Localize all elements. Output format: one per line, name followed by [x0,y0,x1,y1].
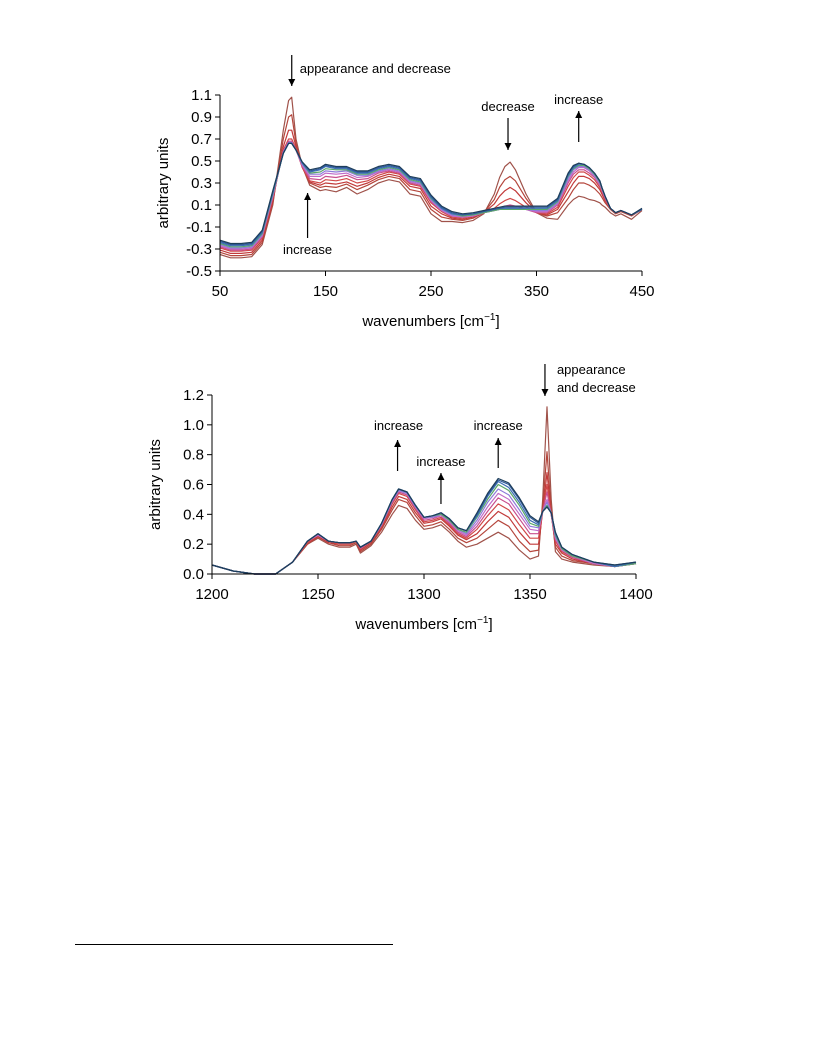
y-tick-label: 0.9 [191,109,212,126]
y-tick-label: -0.3 [186,241,212,258]
spectrum-chart-low-wavenumber: -0.5 -0.3 -0.1 0.1 0.3 0.5 0.7 0.9 1.1 50 150 250 35… [155,55,655,330]
series-line-1 [211,406,637,575]
annotation-arrow-head [504,143,512,150]
x-tick-label: 1250 [301,586,334,603]
series-line-11 [219,142,643,245]
y-tick-label: 0.4 [183,506,204,523]
x-axis-label-close: ] [488,616,492,633]
annotation-arrow-head [575,111,583,118]
y-tick-label: 0.7 [191,131,212,148]
y-tick-label: 0.3 [191,175,212,192]
annotation-label: increase [554,92,603,107]
series-line-3 [211,471,637,575]
y-tick-label: 0.8 [183,447,204,464]
annotation-arrow-head [288,79,296,86]
series-line-1 [219,96,643,259]
x-tick-label: 1200 [195,586,228,603]
y-tick-label: -0.1 [186,219,212,236]
annotation-arrow-head [541,389,549,396]
series-line-2 [219,114,643,257]
x-tick-label: 150 [313,283,338,300]
annotation-label: increase [474,418,523,433]
annotation-arrow-head [437,473,445,480]
y-tick-label: 0.0 [183,566,204,583]
annotation-label: increase [416,454,465,469]
series-line-4 [219,138,643,252]
annotation-label: increase [283,242,332,257]
annotation-arrow-head [394,440,402,447]
annotation-label: increase [374,418,423,433]
footnote-rule [75,944,393,945]
y-axis-label: arbitrary units [155,138,172,229]
y-axis-label: arbitrary units [147,439,164,530]
series-line-3 [219,129,643,254]
x-tick-label: 50 [212,283,229,300]
annotation-label: and decrease [557,380,636,395]
x-axis-label: wavenumbers [cm−1] [354,615,492,633]
x-axis-label-main: wavenumbers [cm [361,313,484,330]
x-axis-label-superscript: −1 [484,312,496,323]
annotation-label: appearance and decrease [300,61,451,76]
y-tick-label: 0.5 [191,153,212,170]
x-axis-label-superscript: −1 [477,615,489,626]
annotation-label: appearance [557,362,626,377]
y-tick-label: 0.1 [191,197,212,214]
x-tick-label: 1400 [619,586,652,603]
annotation-label: decrease [481,99,534,114]
y-tick-label: 1.0 [183,417,204,434]
series-line-7 [211,488,637,575]
x-axis-label: wavenumbers [cm−1] [361,312,499,330]
y-tick-label: 0.6 [183,477,204,494]
y-tick-label: 1.1 [191,87,212,104]
series-line-10 [211,479,637,575]
x-tick-label: 1350 [513,586,546,603]
x-tick-label: 250 [418,283,443,300]
x-tick-label: 1300 [407,586,440,603]
y-tick-label: -0.5 [186,263,212,280]
y-tick-label: 0.2 [183,536,204,553]
annotation-arrow-head [494,438,502,445]
series-line-6 [211,489,637,575]
x-tick-label: 350 [524,283,549,300]
x-axis-label-close: ] [495,313,499,330]
y-tick-label: 1.2 [183,387,204,404]
series-line-11 [211,477,637,575]
annotation-arrow-head [304,193,312,200]
x-tick-label: 450 [629,283,654,300]
spectrum-chart-high-wavenumber: 0.0 0.2 0.4 0.6 0.8 1.0 1.2 1200 1250 1300 1350 140… [147,362,653,633]
x-axis-label-main: wavenumbers [cm [354,616,477,633]
